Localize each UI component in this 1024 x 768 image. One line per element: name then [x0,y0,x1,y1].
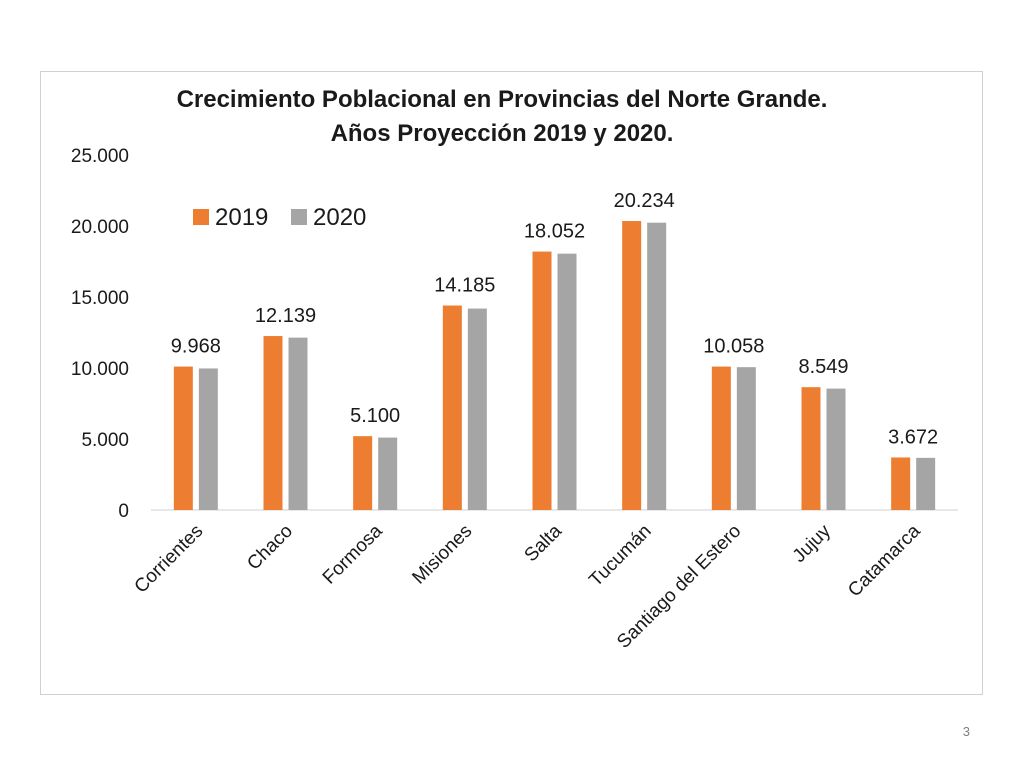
data-label: 5.100 [350,405,400,427]
data-label: 9.968 [171,336,221,358]
data-label: 20.234 [614,190,675,212]
bar-2019 [353,436,373,510]
y-tick-label: 5.000 [81,430,129,451]
data-label: 12.139 [255,305,316,327]
x-tick-label: Formosa [319,520,387,588]
legend-swatch-2019 [193,209,209,225]
y-axis: 0 5.000 10.000 15.000 20.000 25.000 [71,146,958,522]
bar-2019 [532,251,552,510]
legend-swatch-2020 [291,209,307,225]
data-label: 8.549 [798,356,848,378]
bar-2019 [891,457,911,510]
bar-2019 [442,305,462,510]
y-tick-label: 25.000 [71,146,129,167]
data-label: 18.052 [524,221,585,243]
legend-label-2019: 2019 [215,204,268,231]
chart-title: Crecimiento Poblacional en Provincias de… [177,86,828,147]
chart-title-line: Crecimiento Poblacional en Provincias de… [177,86,828,113]
data-label: 10.058 [703,336,764,358]
data-labels: 9.968 12.139 5.100 14.185 18.052 20.234 10.058… [171,190,938,448]
bar-2020 [557,253,577,510]
legend-label-2020: 2020 [313,204,366,231]
x-tick-label: Chaco [243,521,297,575]
bar-2019 [173,366,193,510]
bar-2020 [288,337,308,510]
x-tick-label: Catamarca [844,520,925,601]
bar-2019 [622,221,642,510]
bar-2019 [711,366,731,510]
data-label: 3.672 [888,426,938,448]
chart-title-line: Años Proyección 2019 y 2020. [331,120,674,147]
bar-2020 [826,388,846,510]
x-tick-label: Corrientes [131,521,208,598]
x-tick-label: Jujuy [789,520,836,567]
y-tick-label: 0 [118,501,129,522]
bar-2019 [801,387,821,510]
page-number: 3 [962,724,970,739]
y-tick-label: 15.000 [71,288,129,309]
bar-chart: Crecimiento Poblacional en Provincias de… [71,86,958,653]
bar-2020 [198,368,218,510]
bars [173,221,936,511]
x-tick-label: Salta [521,520,567,566]
x-tick-label: Misiones [408,521,476,589]
bar-2019 [263,336,283,510]
y-tick-label: 10.000 [71,359,129,380]
legend: 2019 2020 [193,204,366,231]
bar-2020 [647,222,667,511]
x-axis: Corrientes Chaco Formosa Misiones Salta Tucum… [131,520,925,652]
y-tick-label: 20.000 [71,217,129,238]
bar-2020 [467,308,487,510]
x-tick-label: Tucumán [585,521,655,591]
bar-2020 [916,457,936,510]
chart-frame: Crecimiento Poblacional en Provincias de… [40,71,983,695]
bar-2020 [736,367,756,510]
data-label: 14.185 [434,275,495,297]
bar-2020 [378,437,398,510]
